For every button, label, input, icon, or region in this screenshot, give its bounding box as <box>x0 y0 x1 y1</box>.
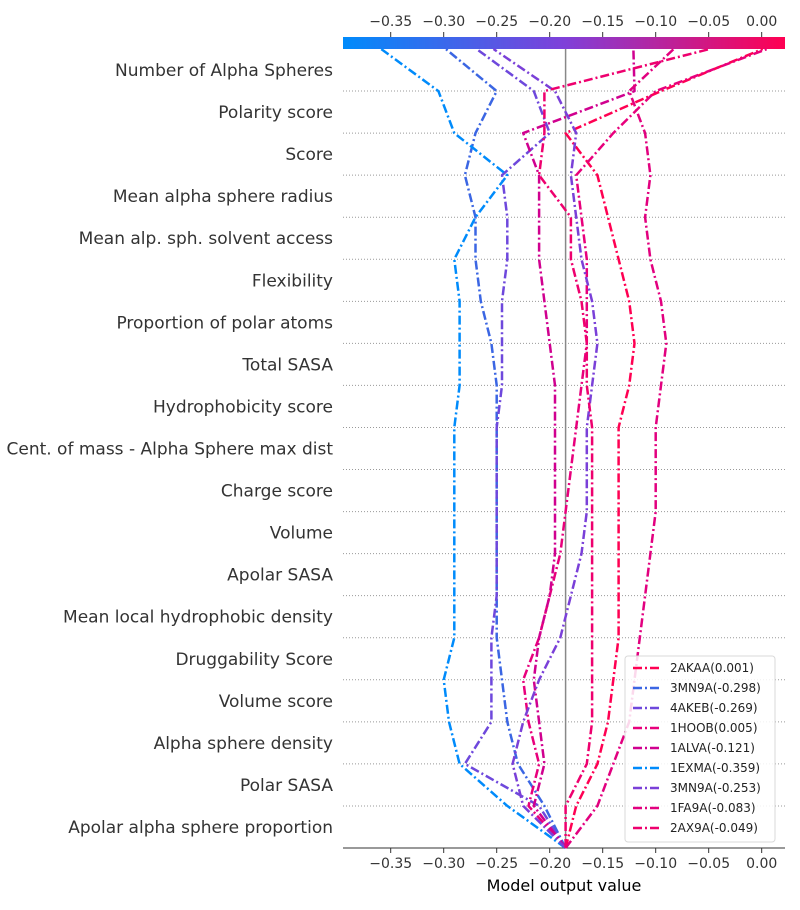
feature-label: Alpha sphere density <box>154 734 333 754</box>
legend-label: 1EXMA(-0.359) <box>670 761 760 775</box>
feature-label: Mean alp. sph. solvent access <box>79 229 333 249</box>
feature-label: Polar SASA <box>240 776 333 796</box>
feature-label: Hydrophobicity score <box>153 397 333 417</box>
top-tick-label: −0.20 <box>528 14 571 30</box>
feature-label: Volume score <box>219 692 333 712</box>
feature-label: Mean local hydrophobic density <box>63 608 333 628</box>
feature-label: Cent. of mass - Alpha Sphere max dist <box>6 440 333 460</box>
legend-label: 2AKAA(0.001) <box>670 661 754 675</box>
feature-label: Volume <box>270 524 333 544</box>
feature-labels: Apolar alpha sphere proportion Polar SASA… <box>6 61 333 838</box>
legend-box <box>624 655 776 843</box>
bottom-tick-label: −0.30 <box>422 856 465 872</box>
series-line <box>492 47 599 849</box>
feature-label: Druggability Score <box>175 650 333 670</box>
legend-label: 2AX9A(-0.049) <box>670 821 758 835</box>
legend-label: 3MN9A(-0.253) <box>670 781 761 795</box>
series-line <box>380 47 567 850</box>
bottom-tick-label: −0.35 <box>369 856 412 872</box>
series-line <box>521 47 768 849</box>
feature-label: Mean alpha sphere radius <box>113 187 333 207</box>
legend: 2AKAA(0.001) 3MN9A(-0.298) 4AKEB(-0.269) 1H… <box>624 655 776 843</box>
colorbar <box>343 37 785 49</box>
feature-label: Apolar SASA <box>227 566 333 586</box>
top-tick-label: −0.35 <box>369 14 412 30</box>
series-line <box>537 47 711 848</box>
top-tick-label: 0.00 <box>746 14 777 30</box>
feature-label: Score <box>285 145 333 165</box>
feature-label: Polarity score <box>218 103 333 123</box>
legend-label: 1HOOB(0.005) <box>670 721 758 735</box>
top-axis-ticks: −0.35 −0.30 −0.25 −0.20 −0.15 −0.10 −0.05 0.00 <box>369 14 777 37</box>
legend-label: 1FA9A(-0.083) <box>670 801 756 815</box>
bottom-axis-ticks: −0.35 −0.30 −0.25 −0.20 −0.15 −0.10 −0.05 0.00 <box>369 848 777 872</box>
feature-label: Charge score <box>221 482 333 502</box>
feature-label: Number of Alpha Spheres <box>115 61 333 81</box>
bottom-tick-label: −0.10 <box>634 856 677 872</box>
feature-label: Flexibility <box>252 271 333 291</box>
x-axis-title: Model output value <box>487 876 642 895</box>
legend-label: 1ALVA(-0.121) <box>670 741 755 755</box>
series-line <box>564 47 764 849</box>
bottom-tick-label: −0.25 <box>475 856 518 872</box>
bottom-tick-label: −0.05 <box>687 856 730 872</box>
bottom-tick-label: −0.20 <box>528 856 571 872</box>
bottom-tick-label: 0.00 <box>746 856 777 872</box>
series-line <box>463 47 567 849</box>
bottom-tick-label: −0.15 <box>581 856 624 872</box>
series-line <box>445 48 567 849</box>
top-tick-label: −0.15 <box>581 14 624 30</box>
legend-label: 4AKEB(-0.269) <box>670 701 758 715</box>
legend-label: 3MN9A(-0.298) <box>670 681 761 695</box>
feature-label: Proportion of polar atoms <box>116 313 333 333</box>
series-line <box>521 48 636 849</box>
top-tick-label: −0.10 <box>634 14 677 30</box>
top-tick-label: −0.05 <box>687 14 730 30</box>
top-tick-label: −0.30 <box>422 14 465 30</box>
feature-label: Total SASA <box>241 355 333 375</box>
top-tick-label: −0.25 <box>475 14 518 30</box>
feature-label: Apolar alpha sphere proportion <box>68 818 333 838</box>
